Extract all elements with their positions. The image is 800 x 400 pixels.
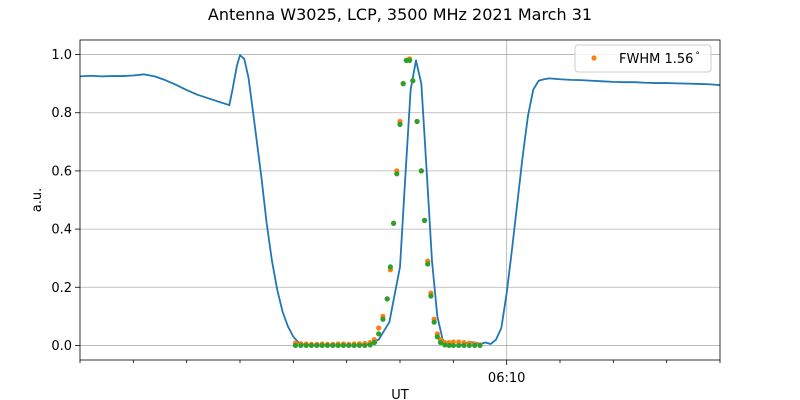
scatter-point-green: [400, 81, 406, 87]
scatter-point-green: [319, 342, 325, 349]
scatter-point-green: [477, 342, 483, 349]
scatter-point-green: [298, 342, 304, 349]
scatter-point-green: [335, 342, 341, 349]
axes-frame: [79, 39, 721, 361]
scatter-point-green: [376, 331, 382, 337]
axes: 0.0 0.2 0.4 0.6 0.8 1.0 06:10: [51, 39, 721, 386]
scatter-point-green: [380, 316, 386, 322]
legend-label-degree: °: [695, 51, 700, 61]
scatter-point-green: [351, 342, 357, 349]
scatter-point-green: [442, 342, 448, 348]
y-tick-label: 0.8: [51, 106, 72, 121]
scatter-point-green: [367, 342, 373, 348]
chart-title: Antenna W3025, LCP, 3500 MHz 2021 March …: [208, 5, 592, 24]
scatter-point-green: [425, 261, 431, 267]
scatter-point-green: [384, 296, 390, 302]
scatter-point-green: [456, 342, 462, 349]
plot-area: [79, 54, 721, 349]
scatter-point-green: [421, 217, 428, 223]
scatter-point-green: [371, 339, 377, 346]
x-tick-label: 06:10: [488, 371, 525, 386]
scatter-point-green: [324, 342, 331, 349]
scatter-point-green: [428, 293, 434, 299]
scatter-point-green: [450, 342, 456, 349]
y-tick-label: 0.2: [51, 281, 72, 296]
legend-frame: [574, 44, 712, 73]
scatter-point-green: [308, 342, 315, 349]
scatter-point-green: [340, 342, 347, 349]
legend-marker-orange: [591, 55, 597, 61]
scatter-point-green: [472, 342, 478, 349]
scatter-point-green: [292, 342, 299, 349]
legend-label: FWHM 1.56 °: [619, 51, 700, 67]
legend: FWHM 1.56 °: [574, 44, 712, 73]
y-tick-label: 1.0: [51, 48, 72, 63]
y-tick-label: 0.0: [51, 339, 72, 354]
scatter-point-green: [446, 342, 452, 349]
scatter-point-green: [434, 334, 440, 340]
scatter-point-green: [356, 342, 363, 349]
scatter-point-green: [410, 78, 416, 84]
scatter-point-green: [346, 342, 352, 349]
x-axis-label: UT: [391, 388, 409, 400]
scatter-point-green: [407, 57, 413, 63]
scatter-point-green: [387, 264, 393, 270]
scatter-point-green: [418, 168, 424, 174]
scatter-point-green: [397, 121, 403, 127]
scatter-point-green: [437, 339, 444, 346]
scatter-point-green: [391, 220, 397, 226]
scatter-point-orange: [376, 325, 382, 331]
legend-label-text: FWHM 1.56: [619, 52, 693, 67]
y-axis-label: a.u.: [30, 188, 45, 212]
scatter-point-green: [303, 342, 309, 349]
scatter-point-green: [314, 342, 320, 349]
scatter-point-green: [330, 342, 336, 349]
y-tick-label: 0.4: [51, 223, 72, 238]
scatter-point-green: [461, 342, 467, 349]
scatter-point-green: [362, 342, 368, 349]
scatter-point-green: [466, 342, 472, 349]
y-tick-label: 0.6: [51, 164, 72, 179]
scatter-point-green: [414, 118, 420, 125]
scatter-point-green: [431, 319, 437, 325]
scatter-point-green: [394, 171, 400, 177]
series-line-blue: [79, 54, 721, 347]
